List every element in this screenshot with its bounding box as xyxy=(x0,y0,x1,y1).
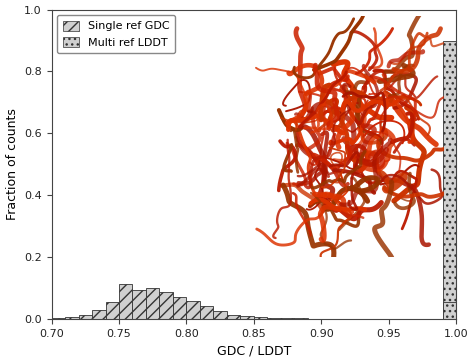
Bar xyxy=(79,315,92,319)
Bar xyxy=(213,311,227,319)
Bar xyxy=(443,302,456,319)
X-axis label: GDC / LDDT: GDC / LDDT xyxy=(217,344,291,358)
Legend: Single ref GDC, Multi ref LDDT: Single ref GDC, Multi ref LDDT xyxy=(57,15,175,53)
Bar xyxy=(240,316,254,319)
Bar xyxy=(294,318,308,319)
Bar xyxy=(281,318,294,319)
Bar xyxy=(227,314,240,319)
Bar xyxy=(119,285,133,319)
Bar xyxy=(443,41,456,319)
Bar xyxy=(267,318,281,319)
Bar xyxy=(52,318,65,319)
Bar xyxy=(133,290,146,319)
Y-axis label: Fraction of counts: Fraction of counts xyxy=(6,109,18,220)
Bar xyxy=(159,292,173,319)
Bar xyxy=(92,310,106,319)
Bar xyxy=(254,317,267,319)
Bar xyxy=(65,317,79,319)
Bar xyxy=(146,288,159,319)
Bar xyxy=(200,306,213,319)
Bar xyxy=(186,301,200,319)
Bar xyxy=(106,302,119,319)
Bar xyxy=(173,297,186,319)
